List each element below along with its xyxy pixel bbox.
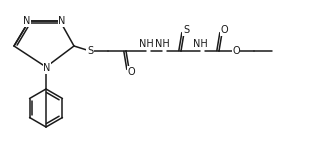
Text: NH: NH [155, 39, 169, 49]
Text: S: S [87, 46, 93, 56]
Text: O: O [232, 46, 240, 56]
Text: NH: NH [139, 39, 153, 49]
Text: N: N [23, 16, 31, 26]
Text: N: N [58, 16, 66, 26]
Text: NH: NH [193, 39, 207, 49]
Text: O: O [220, 25, 228, 35]
Text: O: O [127, 67, 135, 77]
Text: S: S [183, 25, 189, 35]
Text: N: N [43, 63, 51, 73]
